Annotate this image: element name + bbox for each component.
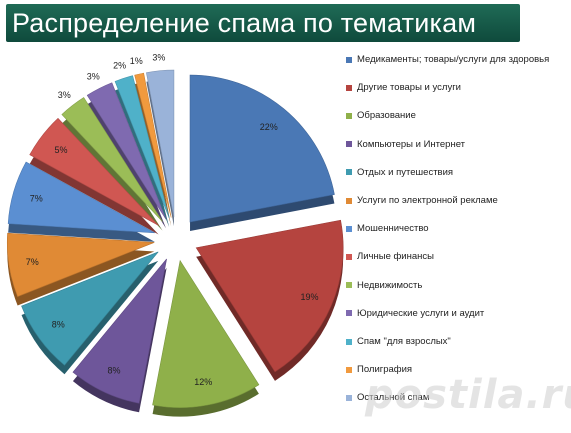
legend-item: Юридические услуги и аудит — [346, 308, 484, 319]
data-label-5: 8% — [52, 320, 65, 330]
pie-slice-5 — [21, 251, 159, 366]
data-label-6: 7% — [26, 257, 39, 267]
legend-item: Другие товары и услуги — [346, 82, 461, 93]
legend-swatch — [346, 225, 352, 232]
pie-slice-3 — [152, 259, 260, 408]
pie-slice-1 — [189, 74, 335, 223]
pie-slice-9 — [61, 97, 163, 222]
legend-item: Недвижимость — [346, 280, 422, 291]
legend-label: Другие товары и услуги — [357, 82, 461, 94]
title-banner: Распределение спама по тематикам — [6, 4, 520, 42]
data-label-3: 12% — [194, 377, 212, 387]
legend-swatch — [346, 197, 352, 204]
legend-swatch — [346, 56, 352, 63]
data-label-10: 3% — [87, 72, 100, 82]
data-label-1: 22% — [260, 122, 278, 132]
legend-swatch — [346, 394, 352, 401]
legend-item: Образование — [346, 110, 416, 121]
legend-label: Отдых и путешествия — [357, 166, 454, 178]
legend-item: Полиграфия — [346, 364, 412, 375]
legend-label: Спам "для взрослых" — [357, 336, 451, 347]
legend-item: Мошенничество — [346, 223, 429, 234]
legend-label: Личные финансы — [357, 251, 434, 263]
legend-swatch — [346, 84, 352, 91]
pie-slice-8 — [29, 117, 159, 226]
legend-swatch — [346, 169, 352, 176]
legend-swatch — [346, 310, 352, 317]
legend-swatch — [346, 253, 352, 260]
legend-label: Компьютеры и Интернет — [357, 138, 466, 150]
legend-item: Спам "для взрослых" — [346, 336, 451, 347]
pie-slice-2 — [195, 219, 344, 373]
legend-label: Юридические услуги и аудит — [357, 307, 485, 319]
legend-label: Мошенничество — [357, 223, 429, 235]
legend-swatch — [346, 112, 352, 119]
legend-item: Услуги по электронной рекламе — [346, 195, 498, 206]
chart-legend: Медикаменты; товары/услуги для здоровья Д… — [346, 54, 566, 414]
legend-label: Образование — [357, 110, 416, 122]
pie-slice-13 — [146, 69, 175, 218]
pie-slice-6 — [6, 232, 155, 297]
data-label-9: 3% — [58, 90, 71, 100]
legend-swatch — [346, 141, 352, 148]
legend-swatch — [346, 282, 352, 289]
legend-label: Медикаменты; товары/услуги для здоровья — [357, 54, 550, 65]
pie-slice-side-11 — [115, 84, 170, 228]
data-label-11: 2% — [113, 61, 126, 71]
data-label-4: 8% — [108, 366, 121, 376]
legend-label: Недвижимость — [357, 279, 423, 291]
pie-slice-7 — [7, 161, 156, 234]
legend-item: Остальной спам — [346, 392, 429, 403]
legend-item: Личные финансы — [346, 251, 434, 262]
data-label-7: 7% — [30, 193, 43, 203]
data-label-12: 1% — [130, 56, 143, 66]
data-label-13: 3% — [152, 53, 165, 63]
legend-label: Остальной спам — [357, 392, 430, 404]
pie-slice-10 — [86, 82, 167, 220]
pie-slice-12 — [134, 72, 172, 218]
chart-title: Распределение спама по тематикам — [12, 7, 477, 38]
legend-label: Услуги по электронной рекламе — [357, 195, 498, 206]
legend-item: Отдых и путешествия — [346, 167, 453, 178]
legend-swatch — [346, 338, 352, 345]
legend-item: Медикаменты; товары/услуги для здоровья — [346, 54, 549, 65]
legend-item: Компьютеры и Интернет — [346, 139, 465, 150]
pie-slice-11 — [114, 75, 170, 219]
data-label-8: 5% — [55, 145, 68, 155]
legend-swatch — [346, 366, 352, 373]
data-label-2: 19% — [301, 292, 319, 302]
legend-label: Полиграфия — [357, 364, 413, 376]
pie-slice-4 — [72, 258, 167, 404]
